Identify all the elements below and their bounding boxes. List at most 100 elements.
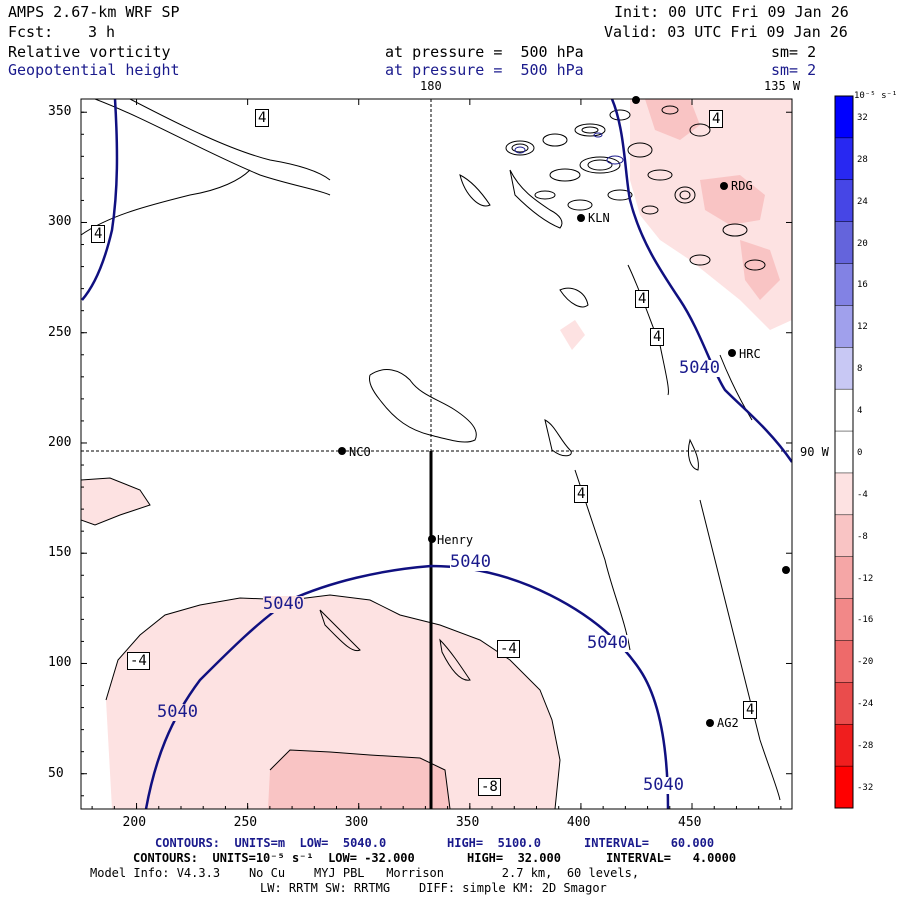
init-time: Init: 00 UTC Fri 09 Jan 26: [614, 3, 849, 21]
height-label: 5040: [679, 358, 720, 378]
field2-name: Geopotential height: [8, 61, 180, 79]
station-dot-rdg: [720, 182, 728, 190]
station-dot-nco: [338, 447, 346, 455]
axis-ticks: [81, 99, 792, 809]
colorbar-tick-label: 12: [857, 322, 868, 333]
plot-frame: [80, 98, 793, 810]
colorbar-tick-label: -4: [857, 489, 868, 500]
height-contour-south: [144, 564, 670, 809]
colorbar-tick-label: -8: [857, 531, 868, 542]
colorbar-swatch: [835, 431, 853, 474]
station-label-hrc: HRC: [739, 347, 761, 361]
height-label: 5040: [587, 633, 628, 653]
station-dot-kln: [577, 214, 585, 222]
footer-vort-high: HIGH= 32.000: [467, 851, 561, 865]
vort-label: 4: [635, 290, 650, 308]
field1-name: Relative vorticity: [8, 43, 171, 61]
colorbar-tick-label: -20: [857, 657, 874, 668]
footer-height-contours: CONTOURS: UNITS=m LOW= 5040.0: [155, 836, 387, 850]
station-dot-hrc: [728, 349, 736, 357]
y-tick-label: 350: [48, 104, 72, 120]
field1-level: at pressure = 500 hPa: [385, 43, 584, 61]
x-tick-label: 350: [455, 815, 480, 830]
footer-height-interval: INTERVAL= 60.000: [584, 836, 715, 850]
colorbar-tick-label: 24: [857, 196, 868, 207]
vort-label: 4: [91, 225, 106, 243]
station-dot-top: [632, 96, 640, 104]
vort-label: 4: [743, 701, 758, 719]
station-label-ag2: AG2: [717, 716, 739, 730]
colorbar-swatch: [835, 724, 853, 767]
colorbar-tick-label: -24: [857, 699, 874, 710]
colorbar-swatch: [835, 347, 853, 390]
colorbar: [834, 95, 854, 809]
colorbar-tick-label: 4: [857, 406, 863, 417]
colorbar-swatch: [835, 137, 853, 181]
field2-level: at pressure = 500 hPa: [385, 61, 584, 79]
lon-90w-label: 90 W: [800, 445, 829, 459]
colorbar-swatch: [835, 221, 853, 265]
station-dot-ag2: [706, 719, 714, 727]
y-tick-label: 300: [48, 214, 72, 230]
vort-label: -4: [127, 652, 150, 670]
height-label: 5040: [263, 594, 304, 614]
colorbar-tick-label: -28: [857, 741, 874, 752]
neg-vort-region-south: [106, 595, 560, 809]
model-title: AMPS 2.67-km WRF SP: [8, 3, 180, 21]
y-tick-label: 50: [48, 765, 64, 781]
colorbar-swatch: [835, 556, 853, 600]
y-tick-label: 150: [48, 545, 72, 561]
footer-vort-contours: CONTOURS: UNITS=10⁻⁵ s⁻¹ LOW= -32.000: [133, 851, 415, 865]
colorbar-swatch: [835, 472, 853, 516]
colorbar-swatch: [835, 179, 853, 223]
height-label: 5040: [450, 552, 491, 572]
colorbar-swatch: [835, 598, 853, 641]
colorbar-tick-label: 32: [857, 112, 868, 123]
colorbar-tick-label: -16: [857, 615, 874, 626]
y-tick-label: 250: [48, 324, 72, 340]
stations: [338, 96, 790, 727]
height-contour-nw: [81, 99, 119, 301]
colorbar-swatch: [835, 305, 853, 348]
forecast-hour: 3 h: [88, 23, 116, 41]
colorbar-frame: [834, 95, 854, 809]
field1-smoothing: sm= 2: [771, 43, 817, 61]
neg-vort-region-core: [268, 750, 450, 809]
colorbar-tick-label: -12: [857, 573, 874, 584]
vort-label: 4: [574, 485, 589, 503]
neg-vort-patch-4: [560, 320, 585, 350]
vort-label: -8: [478, 778, 501, 796]
vorticity-cluster-north: [505, 105, 766, 271]
colorbar-swatch: [835, 96, 853, 139]
y-tick-label: 200: [48, 434, 72, 450]
station-dot-henry: [428, 535, 436, 543]
vort-label: 4: [650, 328, 665, 346]
footer-model-info: Model Info: V4.3.3 No Cu MYJ PBL Morriso…: [90, 866, 640, 880]
field2-smoothing: sm= 2: [771, 61, 817, 79]
vort-label: -4: [497, 640, 520, 658]
vort-label: 4: [709, 110, 724, 128]
y-tick-label: 100: [48, 655, 72, 671]
vorticity-cluster-blue: [514, 132, 624, 165]
colorbar-tick-label: 16: [857, 280, 868, 291]
colorbar-swatch: [835, 682, 853, 725]
lon-135w-label: 135 W: [764, 79, 801, 93]
vorticity-fill: [81, 99, 792, 809]
colorbar-tick-label: 0: [857, 447, 863, 458]
footer-height-high: HIGH= 5100.0: [447, 836, 541, 850]
colorbar-tick-label: 28: [857, 154, 868, 165]
colorbar-tick-label: 20: [857, 238, 868, 249]
colorbar-unit: 10⁻⁵ s⁻¹: [854, 91, 898, 101]
x-tick-label: 200: [122, 815, 147, 830]
x-tick-label: 250: [233, 815, 258, 830]
colorbar-tick-label: 8: [857, 364, 863, 375]
reference-lines: [81, 99, 792, 809]
valid-time: Valid: 03 UTC Fri 09 Jan 26: [604, 23, 848, 41]
neg-vort-patch-1: [700, 175, 765, 225]
height-label: 5040: [643, 775, 684, 795]
lon-180-label: 180: [420, 79, 442, 93]
neg-vort-patch-3: [740, 240, 780, 300]
forecast-label: Fcst:: [8, 23, 54, 41]
station-label-kln: KLN: [588, 211, 610, 225]
